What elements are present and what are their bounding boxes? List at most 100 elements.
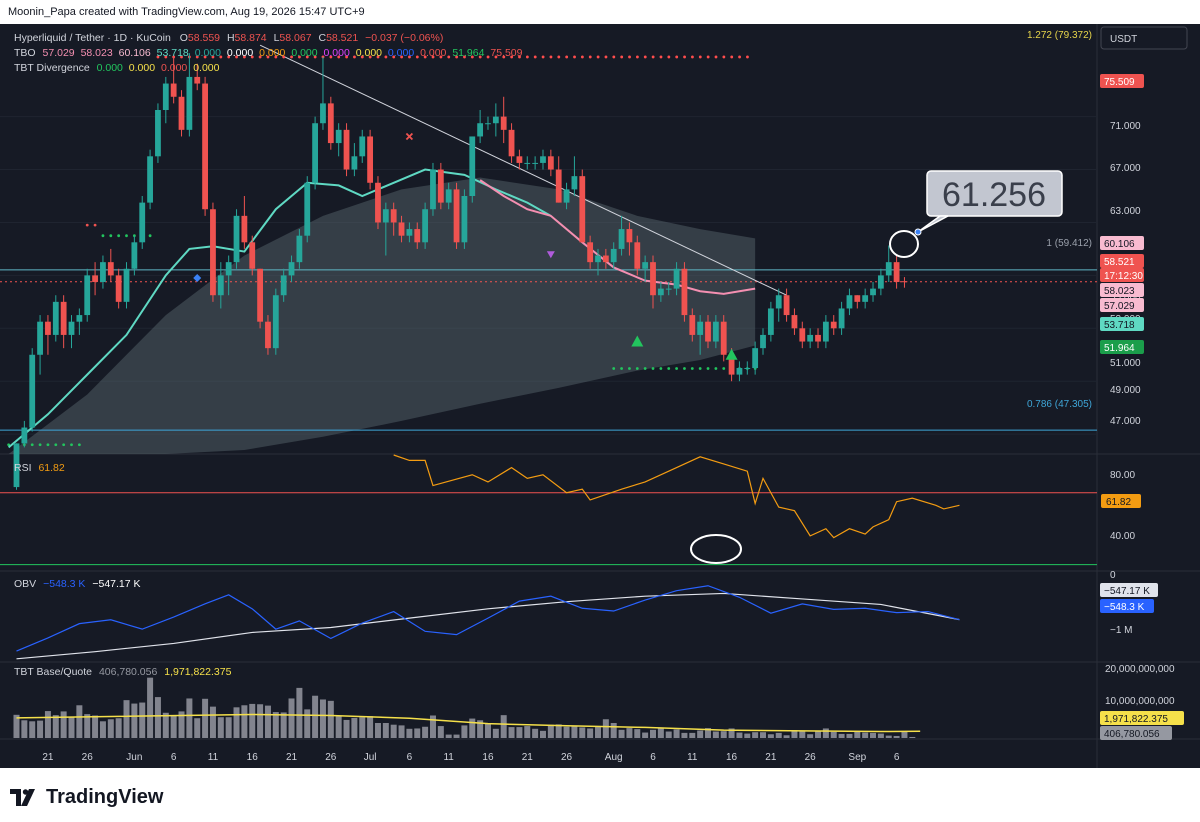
volume-bar	[736, 732, 743, 738]
level-dot	[439, 55, 443, 59]
level-dot	[282, 55, 286, 59]
candle	[288, 255, 295, 282]
candle-body	[461, 196, 468, 243]
candle	[37, 315, 43, 375]
level-dot	[431, 55, 435, 59]
candle	[131, 235, 138, 276]
level-dot	[549, 55, 553, 59]
candle	[437, 162, 444, 210]
volume-bar	[885, 735, 892, 738]
level-dot	[722, 367, 726, 370]
level-dot	[722, 55, 726, 59]
price-tick: 47.000	[1110, 416, 1141, 427]
candle	[115, 268, 122, 309]
volume-bar	[99, 721, 106, 738]
volume-bar	[304, 709, 311, 738]
cross-marker	[405, 132, 414, 141]
time-tick: Sep	[848, 752, 866, 763]
candle-body	[775, 295, 782, 309]
rsi-panel[interactable]	[0, 454, 1097, 566]
volume-bar	[547, 724, 554, 738]
candle-body	[13, 443, 20, 488]
price-panel[interactable]	[0, 24, 1097, 490]
volume-bar	[60, 711, 67, 738]
time-tick: 6	[894, 752, 900, 763]
volume-bar	[649, 729, 656, 738]
price-tag-text: 51.964	[1104, 343, 1135, 354]
volume-bar	[720, 731, 727, 738]
volume-bar	[461, 725, 468, 738]
volume-panel[interactable]	[13, 677, 921, 738]
brand-name: TradingView	[46, 786, 164, 808]
candle	[767, 301, 774, 342]
volume-bar	[249, 703, 256, 738]
level-dot	[635, 367, 639, 370]
candle-body	[602, 255, 609, 263]
candle	[618, 215, 625, 256]
volume-bar	[453, 734, 460, 738]
candle	[422, 202, 429, 249]
currency-selector[interactable]: USDT	[1100, 26, 1188, 50]
candle	[877, 268, 884, 296]
time-axis[interactable]: 21 26 Jun 6 11 16 21 26 Jul 6 11 16 21 26 Aug 6 11 16 21 26…	[42, 752, 899, 763]
obv-panel[interactable]	[16, 585, 960, 660]
callout-text: 61.256	[942, 176, 1046, 214]
price-tag: 53.718	[1100, 317, 1144, 331]
candle	[595, 248, 601, 276]
candle-body	[382, 209, 389, 223]
candle	[657, 282, 664, 302]
volume-bar	[84, 714, 91, 738]
candle	[516, 149, 523, 170]
candle-body	[257, 268, 263, 322]
level-dot	[486, 55, 490, 59]
volume-bar	[390, 724, 397, 738]
volume-bar	[909, 736, 916, 738]
candle-body	[485, 123, 491, 125]
candle	[854, 295, 861, 309]
volume-bar	[642, 732, 649, 738]
volume-bar	[484, 723, 491, 738]
level-dot	[62, 443, 66, 447]
candle-body	[524, 162, 531, 164]
rsi-tick: 80.00	[1110, 470, 1135, 481]
tradingview-logo[interactable]: TradingView	[10, 786, 163, 809]
candle-body	[767, 308, 774, 335]
candle	[304, 176, 311, 243]
level-dot	[478, 55, 482, 59]
level-dot	[470, 55, 474, 59]
candle	[430, 162, 436, 216]
time-tick: 21	[765, 752, 777, 763]
candle-body	[610, 248, 617, 263]
time-tick: Jun	[126, 752, 142, 763]
svg-text:−547.17 K: −547.17 K	[1104, 586, 1150, 597]
chart-canvas[interactable]: 61.256 1.272 (79.372) 1 (59.412) 0.786 (…	[0, 24, 1200, 768]
obv-tick: −1 M	[1110, 625, 1133, 636]
level-dot	[636, 55, 639, 59]
level-dot	[423, 55, 427, 59]
candle	[367, 129, 374, 190]
candle-body	[595, 255, 601, 263]
candle	[563, 182, 570, 210]
buy-triangle-marker	[725, 348, 738, 360]
candle	[822, 315, 829, 349]
volume-bar	[288, 698, 295, 738]
volume-bar	[147, 677, 154, 738]
candle	[68, 315, 75, 349]
candle	[107, 248, 114, 282]
volume-bar	[799, 731, 806, 738]
cloud-ribbon	[8, 177, 756, 454]
level-dot	[180, 55, 183, 59]
candle-body	[327, 103, 334, 144]
price-tag: 58.521	[1100, 254, 1144, 268]
volume-bar	[477, 720, 484, 738]
volume-bar	[359, 717, 366, 738]
candle-body	[846, 295, 853, 309]
level-dot	[77, 443, 81, 447]
buy-triangle-marker	[631, 335, 644, 347]
candle	[547, 149, 554, 177]
volume-ma-line	[16, 713, 921, 733]
level-dot	[463, 55, 466, 59]
candle-body	[540, 156, 546, 163]
candle-body	[414, 229, 421, 243]
candle-body	[288, 262, 295, 276]
